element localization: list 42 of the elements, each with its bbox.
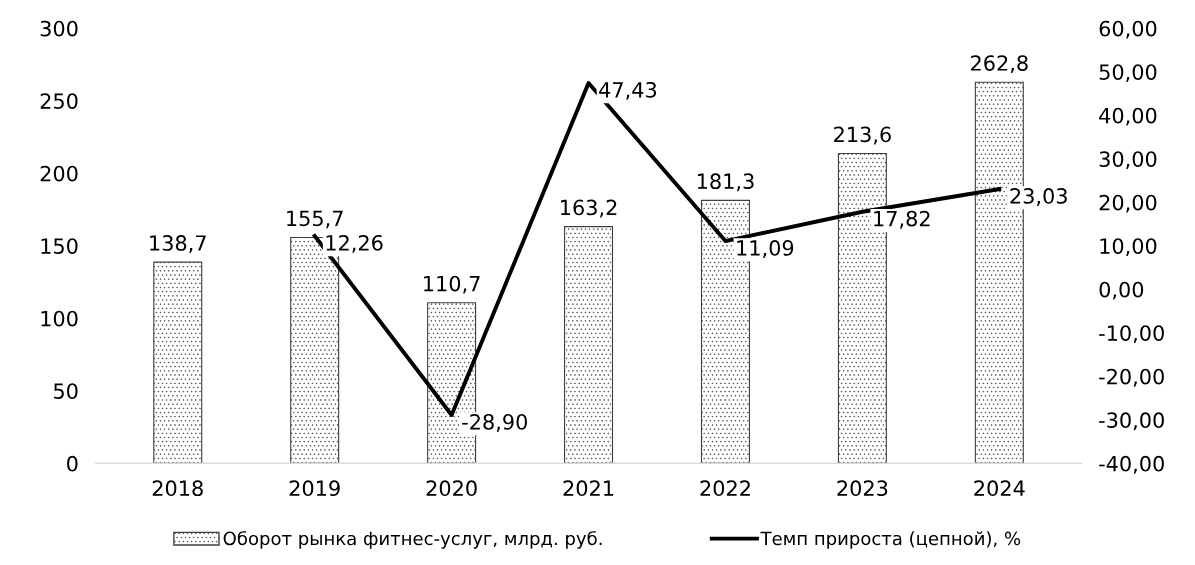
y2-tick-label: 50,00 <box>1099 64 1157 83</box>
data-label: 181,3 <box>697 173 754 192</box>
data-label: 213,6 <box>834 126 891 145</box>
data-label: 23,03 <box>1010 188 1067 206</box>
x-tick-label: 2019 <box>289 480 340 497</box>
x-tick-label: 2023 <box>837 480 888 497</box>
y-tick-label: 100 <box>41 310 78 327</box>
x-tick-label: 2018 <box>152 480 203 497</box>
y2-tick-label: -30,00 <box>1099 412 1164 431</box>
bar <box>564 226 614 464</box>
y2-tick-label: 40,00 <box>1099 107 1157 126</box>
y-tick-label: 150 <box>41 238 78 254</box>
y-tick-label: 50 <box>54 383 78 399</box>
data-label: -28,90 <box>462 414 527 432</box>
data-label: 138,7 <box>150 235 206 253</box>
x-tick-label: 2021 <box>563 480 614 497</box>
data-label: 163,2 <box>561 199 617 218</box>
legend-label: Темп прироста (цепной), % <box>760 531 1021 549</box>
y2-tick-label: 30,00 <box>1099 151 1157 170</box>
y2-tick-label: -10,00 <box>1099 325 1164 344</box>
data-label: 155,7 <box>287 210 343 229</box>
y-tick-label: 200 <box>40 165 78 182</box>
y2-tick-label: -40,00 <box>1099 455 1164 474</box>
x-tick-label: 2024 <box>974 480 1025 497</box>
y-tick-label: 250 <box>40 93 78 109</box>
y2-tick-label: 60,00 <box>1099 20 1157 39</box>
y-tick-label: 0 <box>67 455 78 472</box>
y2-tick-label: 10,00 <box>1100 238 1157 257</box>
x-tick-label: 2022 <box>700 480 750 497</box>
y-tick-label: 300 <box>40 20 78 37</box>
data-label: 262,8 <box>971 55 1028 74</box>
data-label: 47,43 <box>599 81 657 100</box>
data-label: 11,09 <box>737 240 794 258</box>
y2-tick-label: 0,00 <box>1099 281 1144 300</box>
bar <box>153 261 203 464</box>
legend-label: Оборот рынка фитнес-услуг, млрд. руб. <box>223 530 602 549</box>
y2-tick-label: -20,00 <box>1099 368 1164 387</box>
data-label: 110,7 <box>424 275 480 294</box>
data-label: 17,82 <box>874 210 930 229</box>
x-tick-label: 2020 <box>426 480 477 497</box>
data-label: 12,26 <box>326 234 383 253</box>
y2-tick-label: 20,00 <box>1099 194 1157 213</box>
